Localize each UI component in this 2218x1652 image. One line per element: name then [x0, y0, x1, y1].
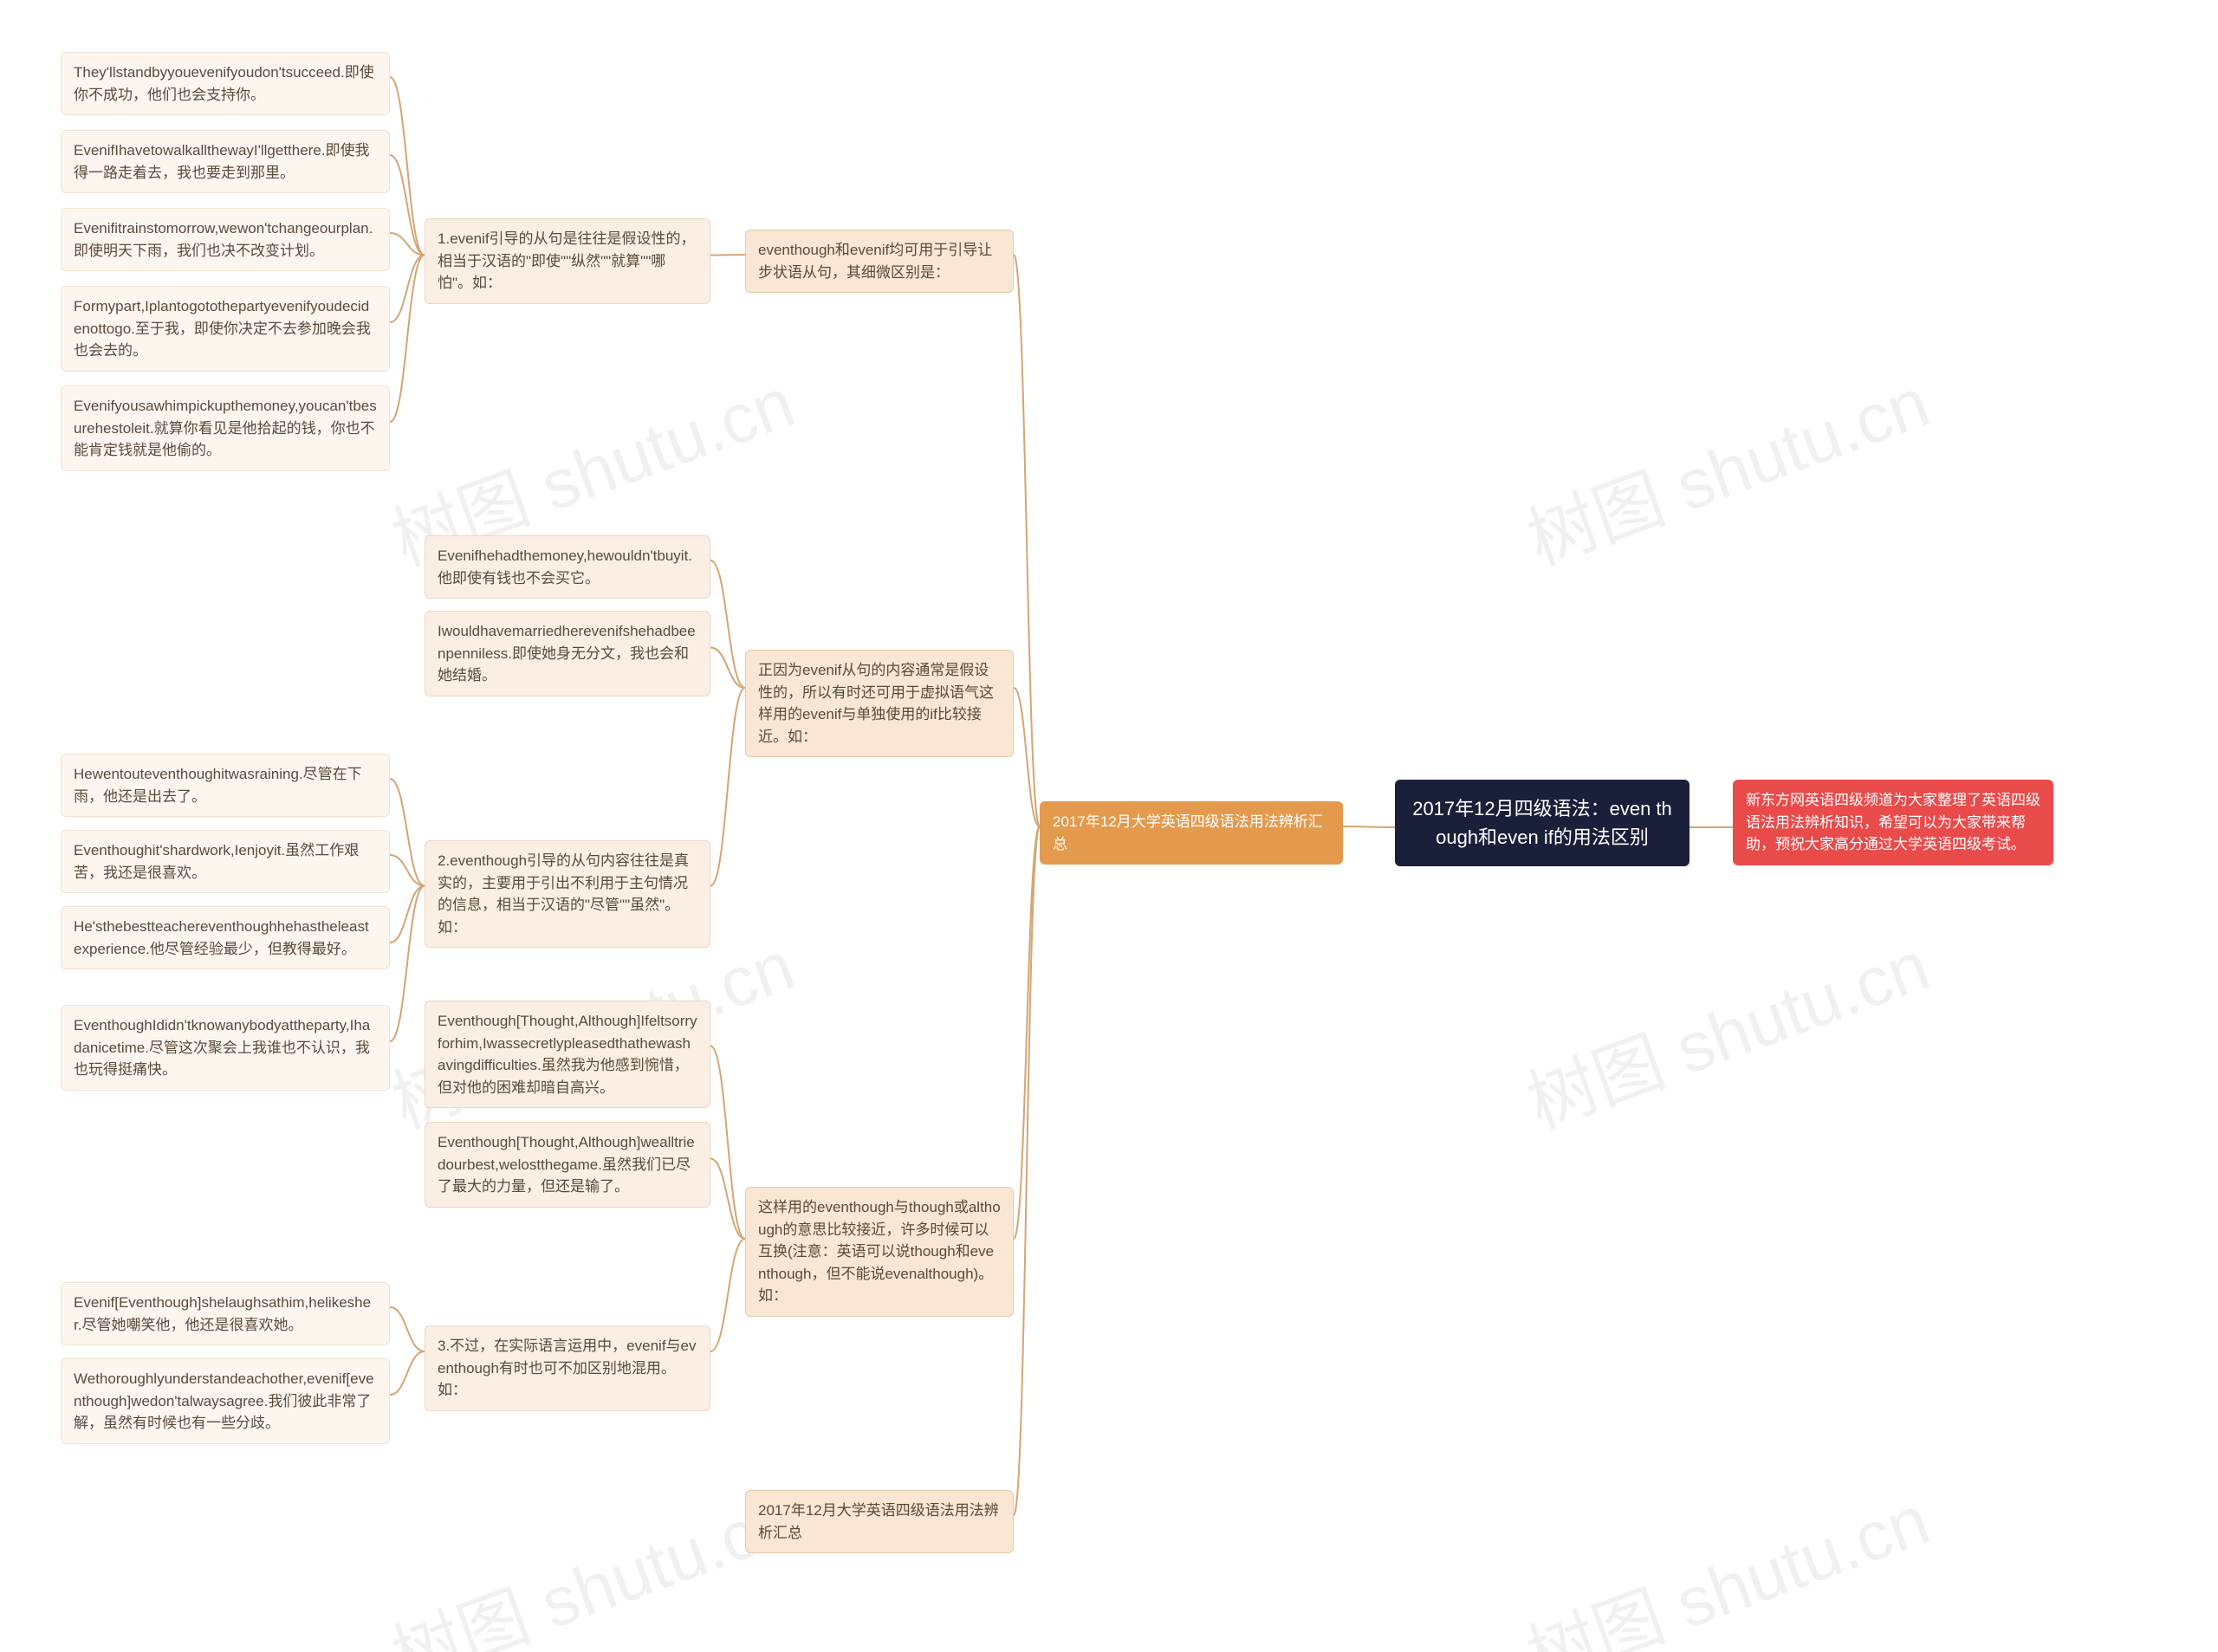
l2-node[interactable]: 2017年12月大学英语四级语法用法辨析汇总 [745, 1490, 1014, 1553]
l3-node[interactable]: 2.eventhough引导的从句内容往往是真实的，主要用于引出不利用于主句情况… [425, 840, 710, 948]
watermark: 树图 shutu.cn [1512, 910, 1941, 1149]
watermark: 树图 shutu.cn [1512, 1465, 1941, 1652]
level1-node[interactable]: 2017年12月大学英语四级语法用法辨析汇总 [1040, 801, 1343, 865]
root-node[interactable]: 2017年12月四级语法：even though和even if的用法区别 [1395, 780, 1689, 866]
l2-node[interactable]: 正因为evenif从句的内容通常是假设性的，所以有时还可用于虚拟语气这样用的ev… [745, 650, 1014, 757]
l4-node[interactable]: Eventhoughit'shardwork,Ienjoyit.虽然工作艰苦，我… [61, 830, 390, 893]
l4-node[interactable]: EvenifIhavetowalkallthewayI'llgetthere.即… [61, 130, 390, 193]
l3-node[interactable]: Eventhough[Thought,Although]wealltriedou… [425, 1122, 710, 1208]
l2-node[interactable]: eventhough和evenif均可用于引导让步状语从句，其细微区别是： [745, 230, 1014, 293]
summary-node[interactable]: 新东方网英语四级频道为大家整理了英语四级语法用法辨析知识，希望可以为大家带来帮助… [1733, 780, 2053, 865]
l4-node[interactable]: They'llstandbyyouevenifyoudon'tsucceed.即… [61, 52, 390, 115]
l4-node[interactable]: Hewentouteventhoughitwasraining.尽管在下雨，他还… [61, 754, 390, 817]
watermark: 树图 shutu.cn [377, 1465, 806, 1652]
l3-node[interactable]: 3.不过，在实际语言运用中，evenif与eventhough有时也可不加区别地… [425, 1325, 710, 1411]
l3-node[interactable]: Iwouldhavemarriedherevenifshehadbeenpenn… [425, 611, 710, 696]
l4-node[interactable]: EventhoughIdidn'tknowanybodyattheparty,I… [61, 1005, 390, 1091]
l3-node[interactable]: Eventhough[Thought,Although]Ifeltsorryfo… [425, 1001, 710, 1108]
l4-node[interactable]: Wethoroughlyunderstandeachother,evenif[e… [61, 1358, 390, 1444]
l4-node[interactable]: He'sthebestteachereventhoughhehastheleas… [61, 906, 390, 969]
l3-node[interactable]: Evenifhehadthemoney,hewouldn'tbuyit.他即使有… [425, 535, 710, 599]
watermark: 树图 shutu.cn [1512, 347, 1941, 586]
l4-node[interactable]: Evenifitrainstomorrow,wewon'tchangeourpl… [61, 208, 390, 271]
l2-node[interactable]: 这样用的eventhough与though或although的意思比较接近，许多… [745, 1187, 1014, 1317]
l4-node[interactable]: Formypart,Iplantogotothepartyevenifyoude… [61, 286, 390, 372]
l4-node[interactable]: Evenifyousawhimpickupthemoney,youcan'tbe… [61, 385, 390, 471]
l3-node[interactable]: 1.evenif引导的从句是往往是假设性的，相当于汉语的"即使""纵然""就算"… [425, 218, 710, 304]
l4-node[interactable]: Evenif[Eventhough]shelaughsathim,helikes… [61, 1282, 390, 1345]
mindmap-canvas: 树图 shutu.cn 树图 shutu.cn 树图 shutu.cn 树图 shut… [0, 0, 2218, 1652]
